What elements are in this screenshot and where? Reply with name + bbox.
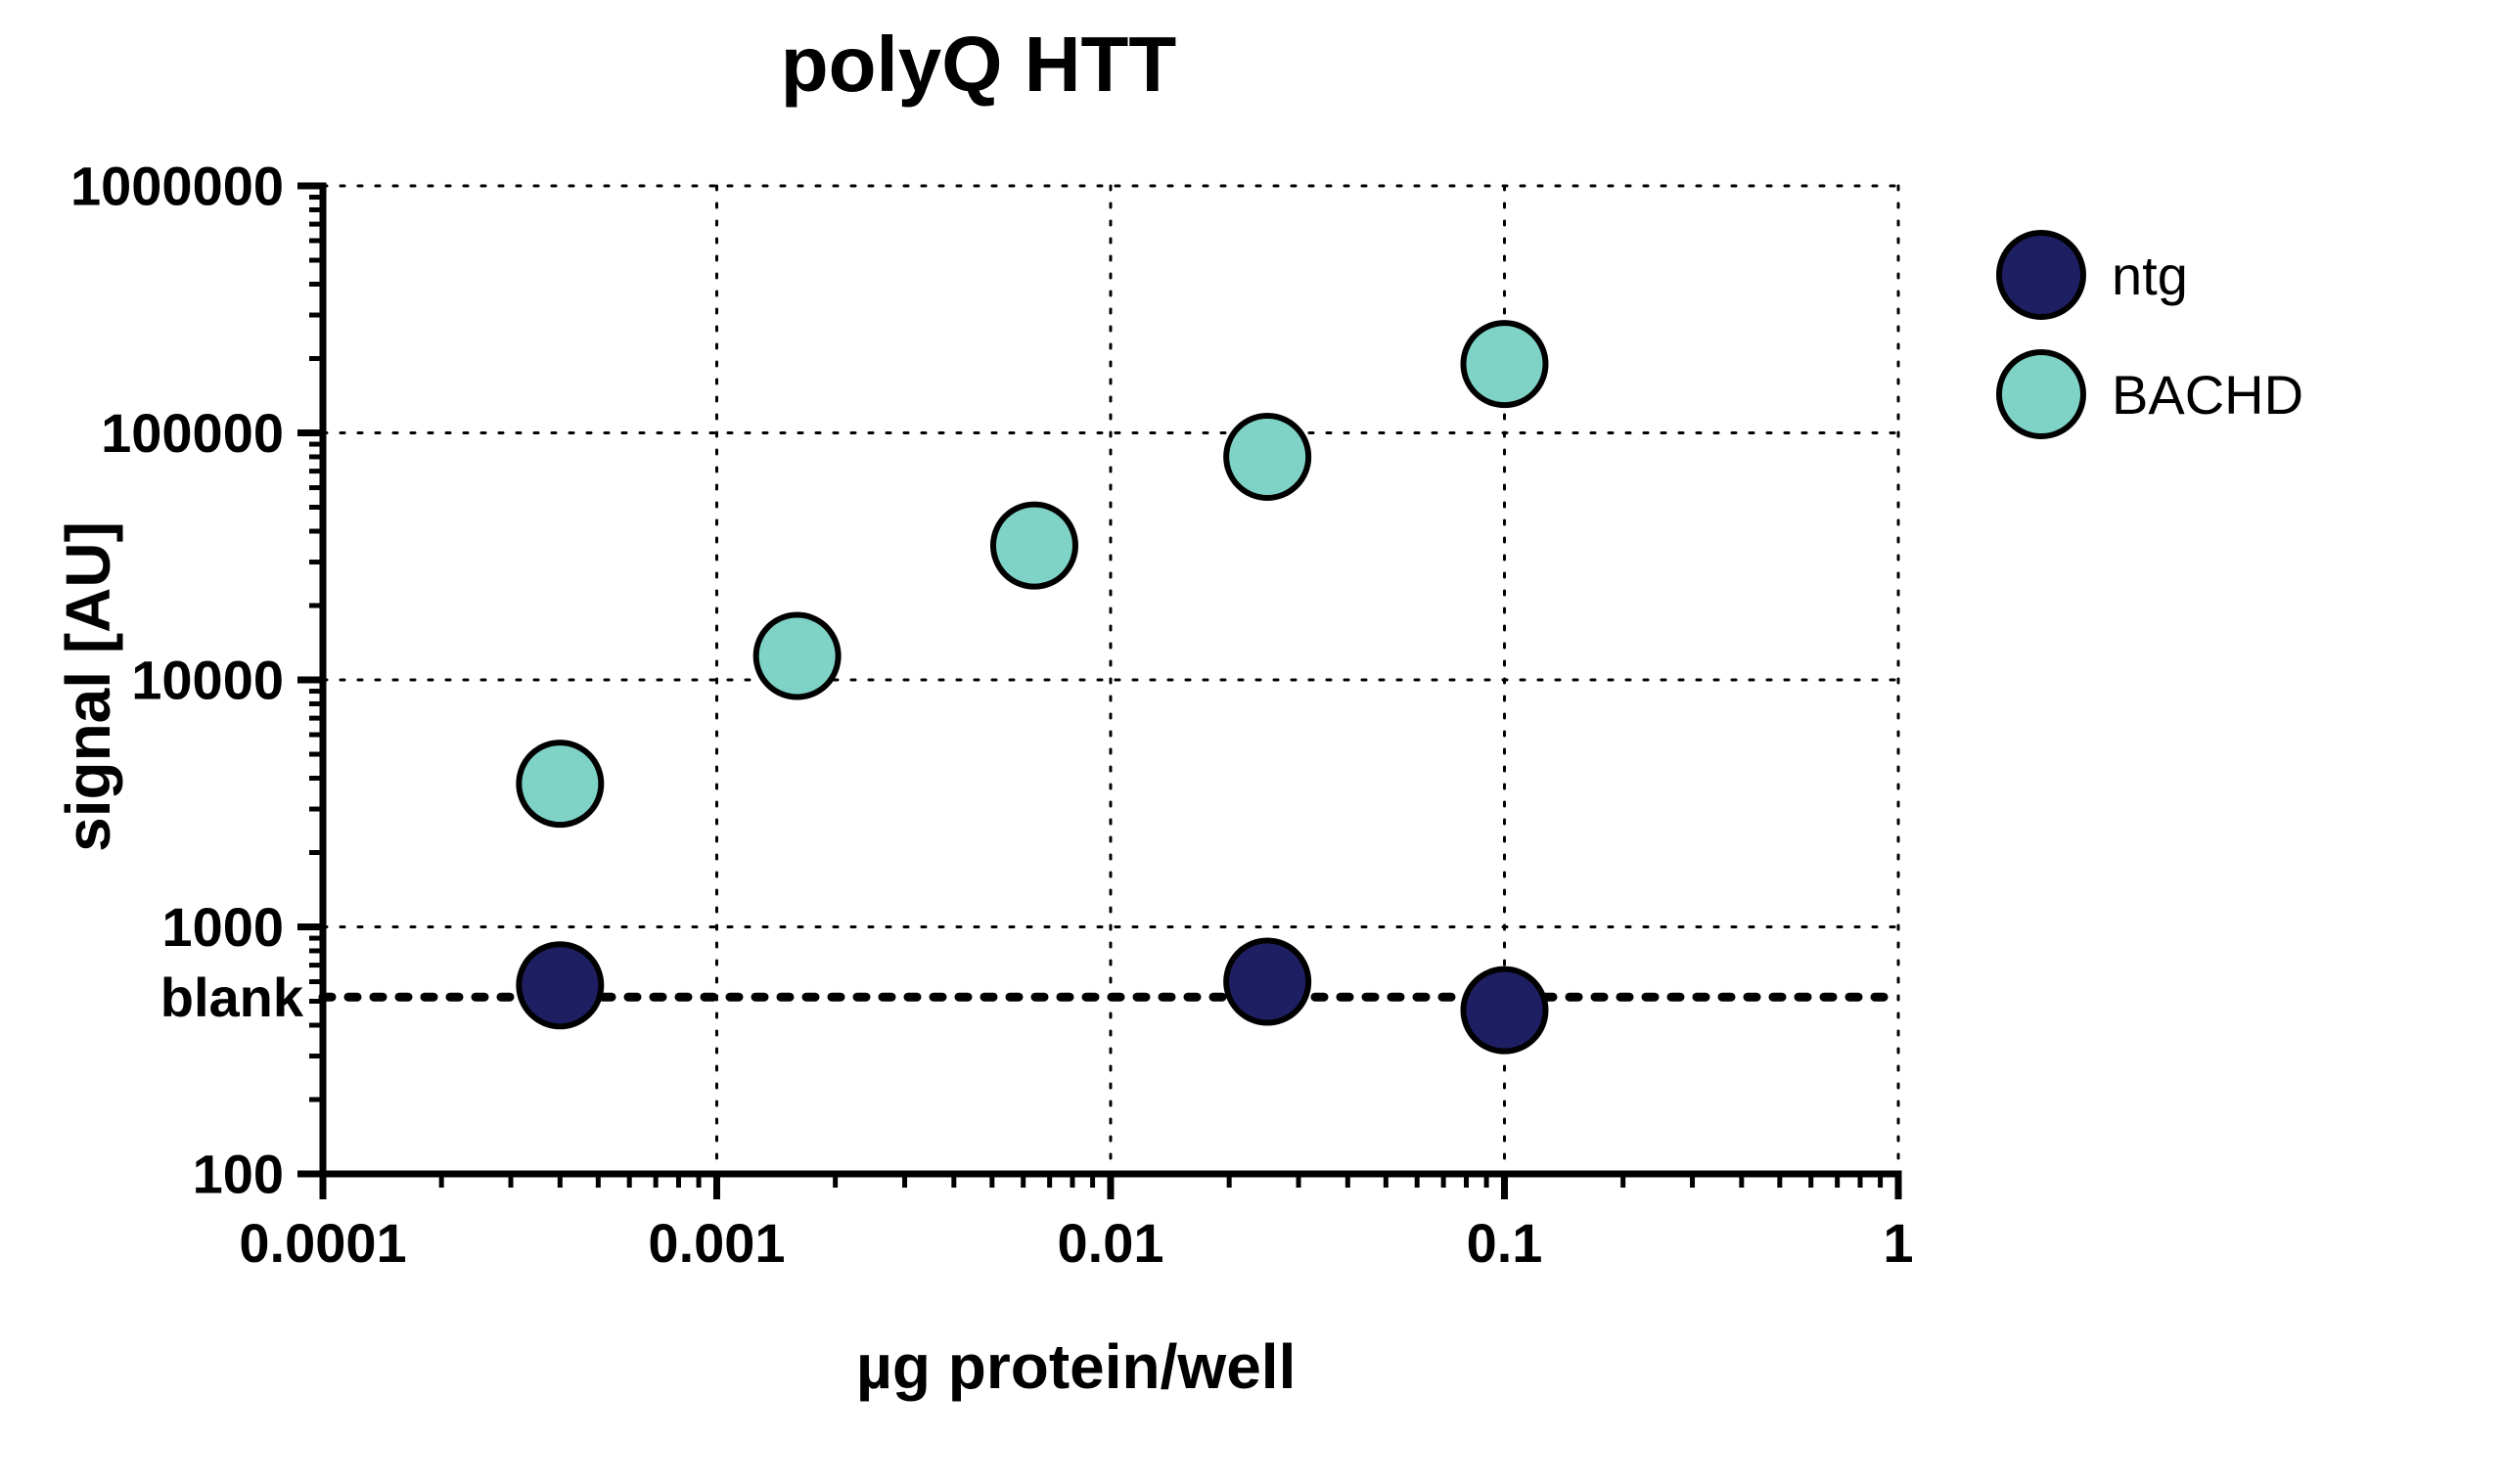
legend-label: BACHD xyxy=(2112,363,2303,427)
data-point xyxy=(1226,941,1308,1023)
data-point xyxy=(756,615,839,697)
y-tick-label: 1000 xyxy=(161,896,284,958)
legend-marker-icon xyxy=(1996,349,2086,439)
y-tick-label: 100000 xyxy=(101,402,284,464)
x-tick-label: 0.01 xyxy=(1058,1212,1164,1274)
x-axis-label: µg protein/well xyxy=(856,1330,1296,1403)
data-point xyxy=(1464,323,1546,405)
x-tick-label: 0.1 xyxy=(1467,1212,1543,1274)
y-tick-label: 10000 xyxy=(131,650,284,711)
data-point xyxy=(519,944,601,1026)
legend-marker-icon xyxy=(1996,230,2086,320)
data-point xyxy=(519,742,601,825)
legend-item: BACHD xyxy=(1996,349,2303,439)
y-tick-label: 1000000 xyxy=(70,156,284,217)
chart-legend: ntg BACHD xyxy=(1996,230,2303,469)
chart-container: polyQ HTT blank 0.0001 0.001 0.01 0.1 1 100 100… xyxy=(0,0,2505,1484)
chart-title: polyQ HTT xyxy=(0,20,1957,110)
x-tick-label: 0.001 xyxy=(648,1212,785,1274)
x-tick-label: 0.0001 xyxy=(239,1212,406,1274)
data-point xyxy=(993,505,1075,587)
data-point xyxy=(1226,416,1308,498)
y-tick-label: 100 xyxy=(193,1144,284,1205)
blank-label: blank xyxy=(160,967,304,1028)
x-tick-label: 1 xyxy=(1883,1212,1913,1274)
legend-item: ntg xyxy=(1996,230,2303,320)
scatter-chart: blank 0.0001 0.001 0.01 0.1 1 100 1000 10000 1000… xyxy=(0,0,2505,1484)
data-point xyxy=(1464,969,1546,1052)
legend-label: ntg xyxy=(2112,244,2188,307)
y-axis-label: signal [AU] xyxy=(52,491,124,882)
